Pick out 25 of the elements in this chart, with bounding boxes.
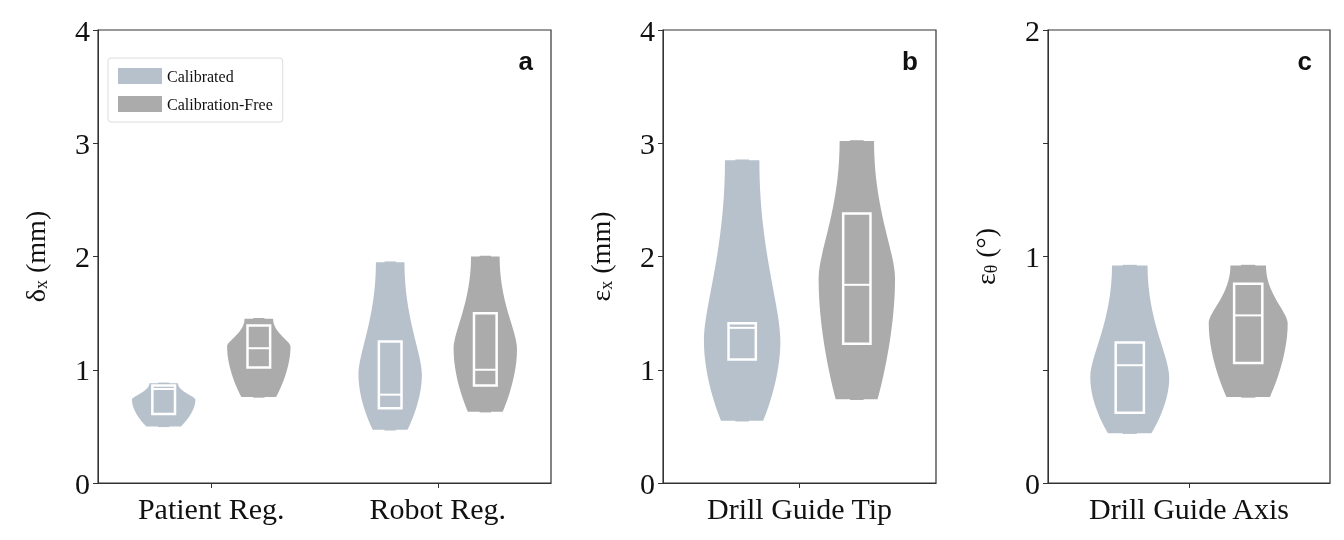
y-tick-label: 3: [640, 126, 655, 160]
y-tick-label: 1: [640, 353, 655, 387]
annotation: c: [1297, 46, 1313, 76]
y-tick-label: 2: [1025, 13, 1040, 47]
y-tick-label: 3: [75, 126, 90, 160]
y-tick-label: 1: [1025, 240, 1040, 273]
x-tick-label: Robot Reg.: [369, 491, 507, 525]
y-tick-label: 0: [75, 466, 90, 500]
annotation: b: [902, 46, 919, 76]
y-tick-label: 4: [640, 13, 655, 47]
y-tick-label: 2: [75, 240, 90, 273]
y-axis-title: εθ (°): [969, 227, 1001, 286]
y-axis-title: εx (mm): [584, 211, 616, 302]
y-axis-title: δx (mm): [19, 210, 51, 303]
y-tick-label: 4: [75, 13, 90, 47]
x-tick-label: Patient Reg.: [137, 491, 285, 525]
y-tick-label: 0: [640, 466, 655, 500]
y-tick-label: 0: [1025, 466, 1040, 500]
annotation: a: [518, 46, 534, 76]
y-tick-label: 1: [75, 353, 90, 387]
legend-label: Calibrated: [167, 67, 234, 85]
y-tick-label: 2: [640, 240, 655, 273]
x-tick-label: Drill Guide Axis: [1089, 491, 1289, 525]
legend-label: Calibration-Free: [167, 95, 273, 113]
x-tick-label: Drill Guide Tip: [706, 491, 893, 525]
